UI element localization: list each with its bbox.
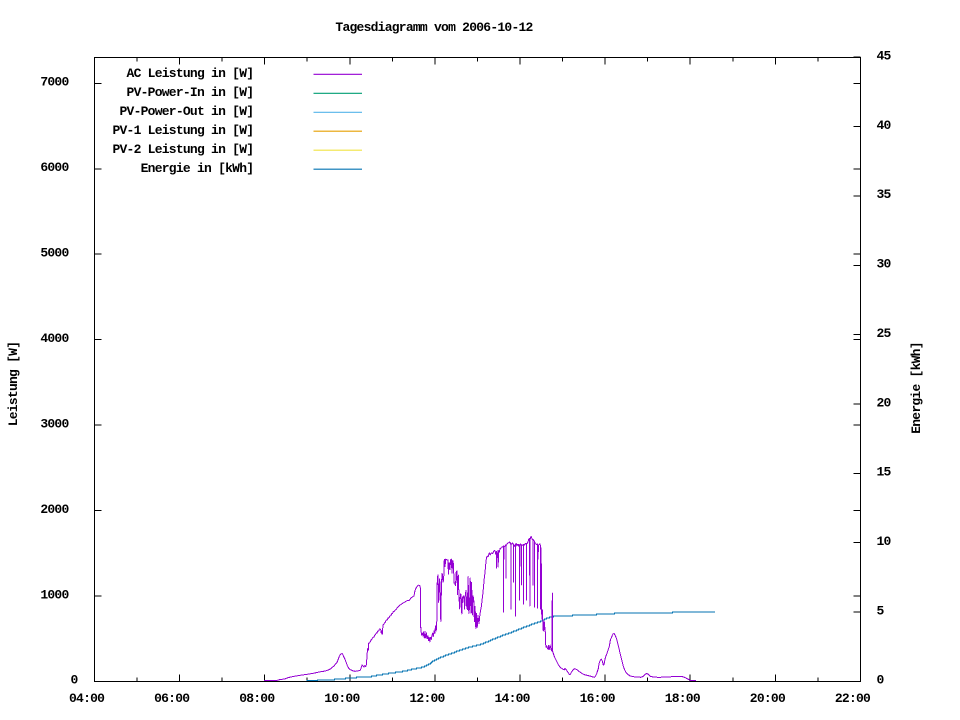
svg-text:25: 25: [877, 326, 892, 341]
svg-text:4000: 4000: [40, 331, 69, 346]
svg-text:7000: 7000: [40, 75, 69, 90]
svg-text:Leistung [W]: Leistung [W]: [6, 342, 21, 427]
svg-text:2000: 2000: [40, 502, 69, 517]
svg-text:30: 30: [877, 257, 892, 272]
svg-text:PV-1 Leistung in [W]: PV-1 Leistung in [W]: [112, 123, 253, 138]
svg-text:3000: 3000: [40, 416, 69, 431]
svg-text:1000: 1000: [40, 587, 69, 602]
svg-text:6000: 6000: [40, 160, 69, 175]
svg-text:06:00: 06:00: [154, 691, 190, 706]
svg-text:10:00: 10:00: [324, 691, 360, 706]
svg-text:PV-Power-Out in [W]: PV-Power-Out in [W]: [120, 104, 254, 119]
svg-text:35: 35: [877, 187, 892, 202]
svg-text:15: 15: [877, 465, 892, 480]
svg-text:AC Leistung in [W]: AC Leistung in [W]: [127, 66, 254, 81]
svg-text:PV-2 Leistung in [W]: PV-2 Leistung in [W]: [112, 142, 253, 157]
svg-text:PV-Power-In in [W]: PV-Power-In in [W]: [127, 85, 254, 100]
svg-text:04:00: 04:00: [69, 691, 105, 706]
svg-text:40: 40: [877, 118, 892, 133]
svg-text:20: 20: [877, 395, 892, 410]
svg-text:12:00: 12:00: [409, 691, 445, 706]
svg-text:08:00: 08:00: [239, 691, 275, 706]
svg-text:10: 10: [877, 534, 892, 549]
svg-text:5000: 5000: [40, 246, 69, 261]
svg-text:0: 0: [877, 673, 885, 688]
svg-text:Energie [kWh]: Energie [kWh]: [909, 342, 924, 434]
svg-text:20:00: 20:00: [750, 691, 786, 706]
svg-text:Energie in [kWh]: Energie in [kWh]: [141, 161, 254, 176]
svg-text:5: 5: [877, 603, 885, 618]
svg-text:18:00: 18:00: [665, 691, 701, 706]
svg-text:45: 45: [877, 49, 892, 64]
svg-text:0: 0: [70, 673, 78, 688]
svg-text:Tagesdiagramm vom 2006-10-12: Tagesdiagramm vom 2006-10-12: [335, 20, 533, 35]
svg-text:22:00: 22:00: [835, 691, 871, 706]
svg-text:16:00: 16:00: [580, 691, 616, 706]
svg-text:14:00: 14:00: [494, 691, 530, 706]
